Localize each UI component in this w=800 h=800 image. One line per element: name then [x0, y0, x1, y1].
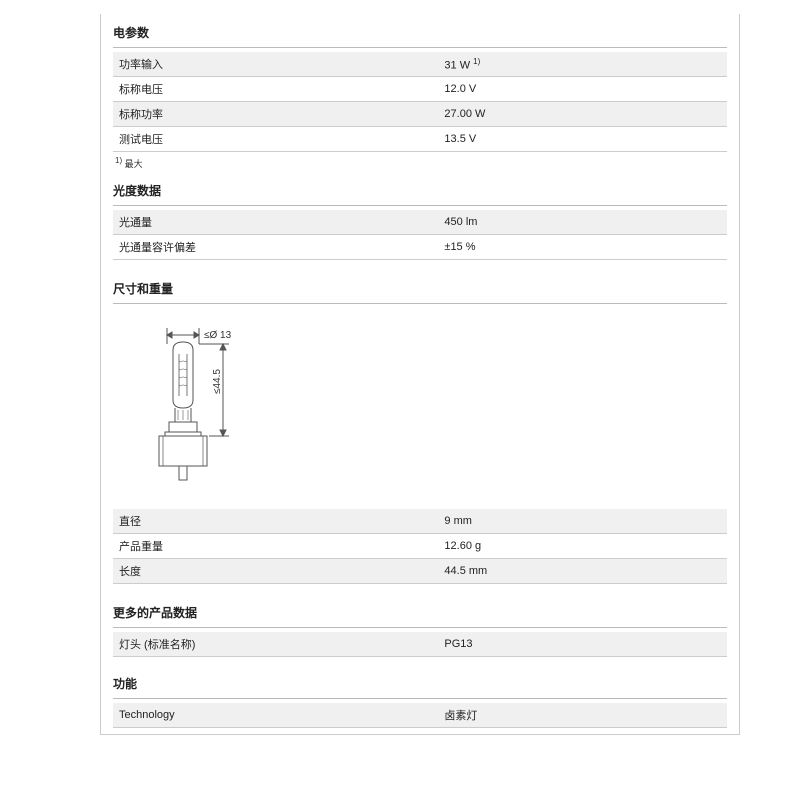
spec-value: 9 mm: [438, 509, 727, 534]
electrical-table: 功率输入 31 W 1) 标称电压 12.0 V 标称功率 27.00 W 测试…: [113, 52, 727, 152]
photometric-table: 光通量 450 lm 光通量容许偏差 ±15 %: [113, 210, 727, 260]
table-row: 直径 9 mm: [113, 509, 727, 534]
table-row: 标称电压 12.0 V: [113, 77, 727, 102]
section-title-more: 更多的产品数据: [113, 594, 727, 628]
section-title-photometric: 光度数据: [113, 172, 727, 206]
spec-value: 450 lm: [438, 210, 727, 235]
section-title-dimensions: 尺寸和重量: [113, 270, 727, 304]
spec-label: 测试电压: [113, 127, 438, 152]
table-row: 灯头 (标准名称) PG13: [113, 632, 727, 657]
spec-value: 13.5 V: [438, 127, 727, 152]
dimensions-table: 直径 9 mm 产品重量 12.60 g 长度 44.5 mm: [113, 509, 727, 584]
table-row: 长度 44.5 mm: [113, 559, 727, 584]
section-title-electrical: 电参数: [113, 14, 727, 48]
spec-sheet: 电参数 功率输入 31 W 1) 标称电压 12.0 V 标称功率 27.00 …: [100, 14, 740, 735]
spec-value: 12.0 V: [438, 77, 727, 102]
spec-value: 卤素灯: [438, 703, 727, 728]
table-row: 测试电压 13.5 V: [113, 127, 727, 152]
spec-label: 功率输入: [113, 52, 438, 77]
table-row: 光通量容许偏差 ±15 %: [113, 235, 727, 260]
spec-value: ±15 %: [438, 235, 727, 260]
footnote: 1) 最大: [113, 152, 727, 172]
spec-label: 光通量: [113, 210, 438, 235]
spec-label: 产品重量: [113, 534, 438, 559]
spec-label: 长度: [113, 559, 438, 584]
table-row: 光通量 450 lm: [113, 210, 727, 235]
more-table: 灯头 (标准名称) PG13: [113, 632, 727, 657]
table-row: 功率输入 31 W 1): [113, 52, 727, 77]
dimension-diagram: ≤Ø 13: [113, 304, 727, 505]
table-row: 产品重量 12.60 g: [113, 534, 727, 559]
spec-label: Technology: [113, 703, 438, 728]
spec-value: PG13: [438, 632, 727, 657]
section-title-function: 功能: [113, 665, 727, 699]
spec-value: 27.00 W: [438, 102, 727, 127]
spec-label: 灯头 (标准名称): [113, 632, 438, 657]
table-row: 标称功率 27.00 W: [113, 102, 727, 127]
spec-label: 标称电压: [113, 77, 438, 102]
table-row: Technology 卤素灯: [113, 703, 727, 728]
spec-label: 光通量容许偏差: [113, 235, 438, 260]
spec-label: 标称功率: [113, 102, 438, 127]
spec-value: 12.60 g: [438, 534, 727, 559]
spec-value: 44.5 mm: [438, 559, 727, 584]
spec-label: 直径: [113, 509, 438, 534]
bulb-diagram-svg: ≤Ø 13: [129, 322, 279, 497]
height-label: ≤44.5: [212, 369, 223, 394]
spec-value: 31 W 1): [438, 52, 727, 77]
dia-label: ≤Ø 13: [204, 330, 232, 341]
function-table: Technology 卤素灯: [113, 703, 727, 728]
